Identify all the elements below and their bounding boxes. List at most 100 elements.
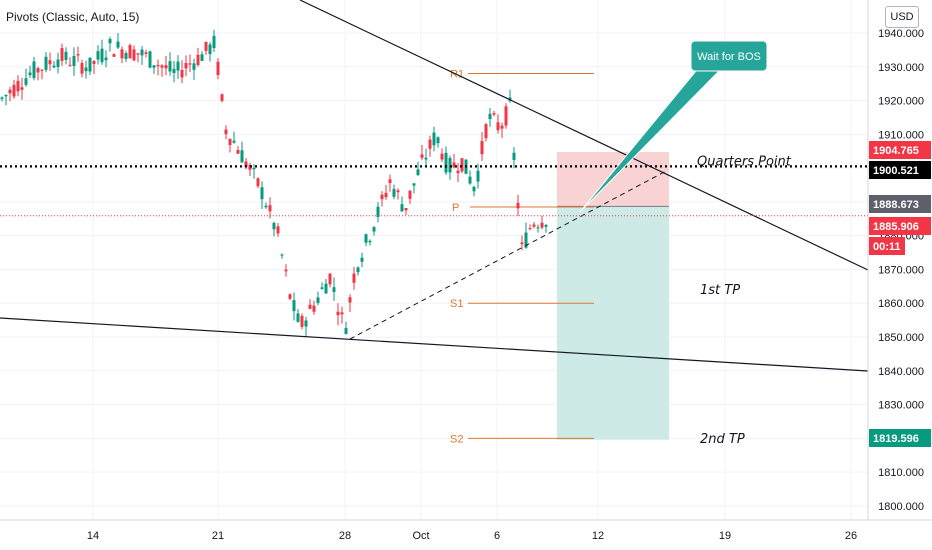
first-take-profit-label: 1st TP bbox=[700, 283, 740, 298]
time-axis-tick: 21 bbox=[212, 530, 224, 542]
indicator-label[interactable]: Pivots (Classic, Auto, 15) bbox=[4, 10, 142, 24]
candle-body bbox=[364, 234, 368, 243]
candle-body bbox=[76, 54, 80, 56]
candle-body bbox=[472, 186, 476, 192]
candle-body bbox=[440, 153, 444, 160]
price-tag bbox=[869, 161, 931, 179]
candle-body bbox=[508, 97, 512, 101]
candle-body bbox=[176, 61, 180, 71]
candle-body bbox=[196, 54, 200, 66]
price-axis-tick: 1940.000 bbox=[878, 28, 924, 40]
descending-trendline bbox=[299, 0, 869, 271]
candle-body bbox=[128, 45, 132, 59]
candle-body bbox=[536, 227, 540, 229]
candle-body bbox=[284, 269, 288, 272]
candle-body bbox=[300, 315, 304, 327]
time-axis-tick: 14 bbox=[87, 530, 99, 542]
candle-body bbox=[456, 170, 460, 174]
pivot-label-s1: S1 bbox=[450, 298, 463, 310]
candle-body bbox=[396, 190, 400, 193]
candle-body bbox=[524, 232, 528, 248]
candle-body bbox=[4, 95, 8, 97]
price-axis-tick: 1920.000 bbox=[878, 96, 924, 108]
price-axis-tick: 1930.000 bbox=[878, 62, 924, 74]
time-axis-tick: 6 bbox=[494, 530, 500, 542]
candle-body bbox=[264, 205, 268, 208]
candle-body bbox=[424, 157, 428, 160]
candle-body bbox=[460, 158, 464, 172]
time-axis-tick: 28 bbox=[339, 530, 351, 542]
candle-body bbox=[48, 60, 52, 65]
candle-body bbox=[136, 53, 140, 55]
price-tag bbox=[869, 141, 931, 159]
candle-body bbox=[140, 49, 144, 56]
time-axis-tick: Oct bbox=[412, 530, 429, 542]
candle-body bbox=[8, 89, 12, 94]
currency-button[interactable]: USD bbox=[885, 6, 919, 28]
candle-body bbox=[144, 52, 148, 54]
price-tag-label: 1888.673 bbox=[873, 199, 919, 211]
candle-body bbox=[256, 178, 260, 187]
candle-body bbox=[484, 124, 488, 139]
candle-body bbox=[532, 224, 536, 227]
candle-body bbox=[376, 206, 380, 217]
price-axis-tick: 1810.000 bbox=[878, 467, 924, 479]
candle-body bbox=[528, 228, 532, 230]
candle-body bbox=[416, 169, 420, 175]
candle-body bbox=[404, 208, 408, 211]
candle-body bbox=[32, 61, 36, 78]
price-axis-tick: 1830.000 bbox=[878, 400, 924, 412]
pivot-label-p: P bbox=[452, 202, 459, 214]
candle-body bbox=[380, 194, 384, 200]
candle-body bbox=[200, 54, 204, 61]
candle-body bbox=[28, 72, 32, 76]
candle-body bbox=[64, 51, 68, 60]
candle-body bbox=[336, 311, 340, 316]
price-axis-tick: 1860.000 bbox=[878, 298, 924, 310]
candle-body bbox=[72, 55, 76, 67]
candle-body bbox=[308, 304, 312, 309]
candle-body bbox=[400, 204, 404, 212]
candle-body bbox=[408, 190, 412, 199]
candle-body bbox=[224, 129, 228, 135]
candle-body bbox=[384, 192, 388, 198]
candle-body bbox=[432, 132, 436, 146]
candle-body bbox=[340, 312, 344, 315]
candle-body bbox=[96, 51, 100, 60]
candle-body bbox=[512, 152, 516, 160]
candle-body bbox=[40, 69, 44, 71]
callout-label: Wait for BOS bbox=[697, 51, 761, 63]
candle-body bbox=[324, 283, 328, 294]
candle-body bbox=[60, 48, 64, 61]
candle-body bbox=[108, 39, 112, 44]
candle-body bbox=[392, 188, 396, 197]
rising-trendline-dashed bbox=[349, 169, 669, 340]
candle-body bbox=[212, 35, 216, 48]
candle-body bbox=[132, 49, 136, 61]
candle-body bbox=[480, 141, 484, 155]
candle-body bbox=[116, 41, 120, 48]
candle-body bbox=[356, 267, 360, 273]
candle-body bbox=[428, 139, 432, 149]
candle-body bbox=[16, 80, 20, 92]
price-axis-tick: 1850.000 bbox=[878, 332, 924, 344]
candle-body bbox=[44, 56, 48, 70]
candle-body bbox=[352, 273, 356, 283]
candle-body bbox=[168, 61, 172, 72]
candle-body bbox=[372, 227, 376, 232]
candle-body bbox=[296, 313, 300, 322]
candle-body bbox=[12, 84, 16, 97]
candle-body bbox=[304, 320, 308, 327]
candle-body bbox=[120, 49, 124, 59]
candle-body bbox=[544, 224, 548, 227]
candle-body bbox=[496, 122, 500, 131]
candle-body bbox=[232, 140, 236, 143]
candle-body bbox=[36, 68, 40, 73]
candle-body bbox=[156, 64, 160, 67]
candle-body bbox=[228, 138, 232, 146]
candle-body bbox=[240, 150, 244, 163]
candle-body bbox=[160, 65, 164, 68]
candle-body bbox=[328, 273, 332, 285]
